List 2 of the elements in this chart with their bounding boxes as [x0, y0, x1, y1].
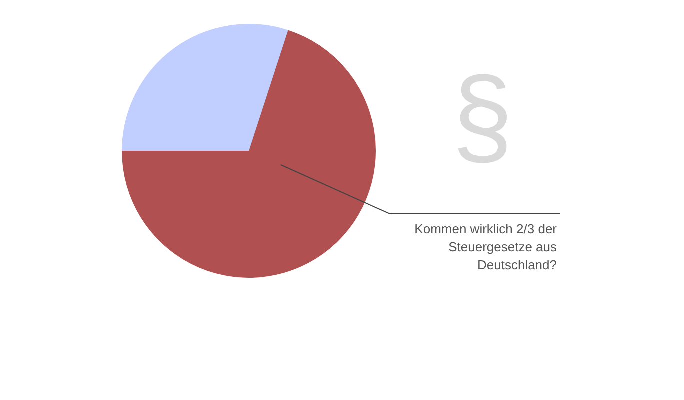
text: § [452, 55, 514, 178]
text: Kommen wirklich 2/3 der Steuergesetze aus Deutschland? [414, 222, 558, 273]
